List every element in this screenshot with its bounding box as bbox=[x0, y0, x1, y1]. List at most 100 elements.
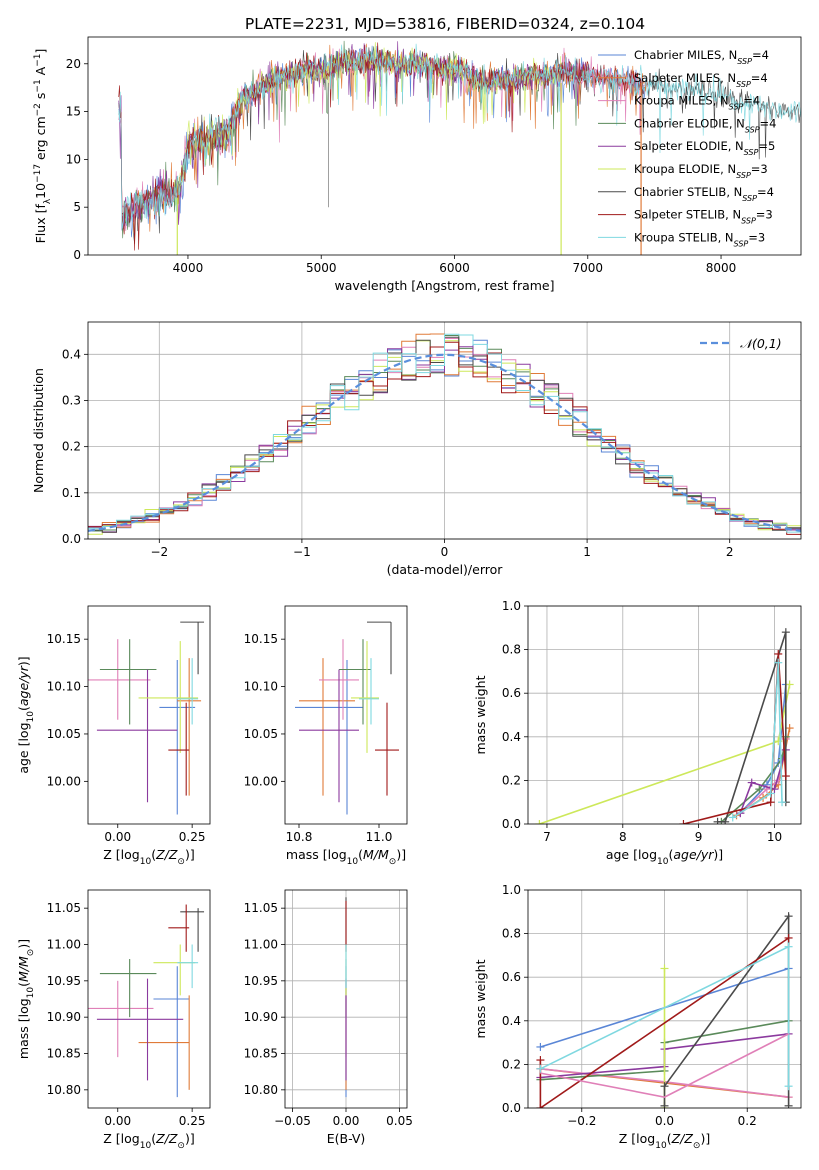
x-tick-label: −1 bbox=[293, 545, 311, 559]
y-tick-label: 10.10 bbox=[47, 680, 81, 694]
x-tick-label: 10 bbox=[767, 830, 782, 844]
legend-entry: Chabrier ELODIE, NSSP=4 bbox=[634, 116, 776, 133]
axes-frame bbox=[284, 605, 408, 825]
x-tick-label: −0.2 bbox=[567, 1114, 596, 1128]
x-axis-label: E(B-V) bbox=[327, 1131, 366, 1146]
y-tick-label: 10.05 bbox=[47, 727, 81, 741]
panel-spectrum: 4000 5000 6000 7000 8000 0 5 10 15 20 wavelength [… bbox=[33, 36, 802, 293]
plot-area bbox=[118, 40, 801, 255]
legend-entry: Salpeter MILES, NSSP=4 bbox=[634, 71, 768, 89]
y-tick-label: 0.3 bbox=[62, 393, 81, 407]
y-tick-label: 0.0 bbox=[62, 532, 81, 546]
y-tick-label: 10 bbox=[66, 152, 81, 166]
legend: Chabrier MILES, NSSP=4 Salpeter MILES, NS… bbox=[598, 48, 776, 248]
y-tick-label: 15 bbox=[66, 105, 81, 119]
figure-title: PLATE=2231, MJD=53816, FIBERID=0324, z=0… bbox=[245, 15, 645, 33]
x-tick-label: 8 bbox=[619, 830, 627, 844]
legend-entry: Kroupa STELIB, NSSP=3 bbox=[634, 230, 765, 248]
axes-frame bbox=[284, 889, 408, 1109]
x-tick-label: 0.25 bbox=[179, 1114, 206, 1128]
x-tick-label: −0.05 bbox=[274, 1114, 311, 1128]
weight-series bbox=[732, 662, 783, 819]
panel-mass_vs_ebv: −0.05 0.00 0.05 10.80 10.85 10.90 10.95 11.00 11… bbox=[244, 889, 413, 1146]
x-tick-label: −2 bbox=[150, 545, 168, 559]
legend-entry: Chabrier MILES, NSSP=4 bbox=[634, 48, 769, 66]
weight-series bbox=[717, 631, 787, 823]
y-tick-label: 1.0 bbox=[502, 599, 521, 613]
axes-frame bbox=[87, 36, 802, 256]
legend-entry: Chabrier STELIB, NSSP=4 bbox=[634, 185, 774, 203]
axes-frame bbox=[527, 605, 802, 825]
x-tick-label: 0.00 bbox=[333, 1114, 360, 1128]
y-tick-label: 11.00 bbox=[244, 938, 278, 952]
y-tick-label: 10.90 bbox=[244, 1010, 278, 1024]
y-axis-label: Flux [fλ10−17 erg cm−2 s−1 A−1] bbox=[33, 49, 53, 244]
y-tick-label: 0.4 bbox=[502, 730, 521, 744]
weight-series bbox=[739, 749, 787, 814]
y-tick-label: 0.8 bbox=[502, 927, 521, 941]
y-tick-label: 11.05 bbox=[47, 901, 81, 915]
y-tick-label: 0.6 bbox=[502, 686, 521, 700]
y-tick-label: 10.95 bbox=[47, 974, 81, 988]
plot-area bbox=[535, 628, 794, 824]
y-tick-label: 0.2 bbox=[502, 773, 521, 787]
plot-area bbox=[88, 621, 205, 815]
legend-entry: 𝒩(0,1) bbox=[740, 336, 782, 351]
y-tick-label: 11.05 bbox=[244, 901, 278, 915]
legend-entry: Kroupa ELODIE, NSSP=3 bbox=[634, 162, 768, 180]
y-tick-label: 0.0 bbox=[502, 1101, 521, 1115]
x-tick-label: 8000 bbox=[706, 261, 737, 275]
y-tick-label: 5 bbox=[73, 200, 81, 214]
x-tick-label: 4000 bbox=[173, 261, 204, 275]
x-tick-label: 0 bbox=[441, 545, 449, 559]
panel-residuals: −2 −1 0 1 2 0.0 0.1 0.2 0.3 0.4 (data-model)/error… bbox=[31, 321, 802, 577]
y-tick-label: 10.00 bbox=[47, 774, 81, 788]
x-axis-label: Z [log10(Z/Z⊙)] bbox=[103, 1131, 194, 1151]
y-tick-label: 10.80 bbox=[244, 1083, 278, 1097]
y-tick-label: 10.80 bbox=[47, 1083, 81, 1097]
axes-frame bbox=[87, 889, 211, 1109]
x-axis-label: mass [log10(M/M⊙)] bbox=[286, 847, 406, 867]
x-tick-label: 0.25 bbox=[179, 830, 206, 844]
plot-area bbox=[536, 912, 793, 1108]
axes-frame bbox=[87, 605, 211, 825]
y-axis-label: mass [log10(M/M⊙)] bbox=[16, 939, 36, 1059]
legend-entry: Salpeter ELODIE, NSSP=5 bbox=[634, 139, 775, 157]
y-axis-label: mass weight bbox=[473, 675, 488, 754]
x-tick-label: 2 bbox=[726, 545, 734, 559]
x-tick-label: 7 bbox=[543, 830, 551, 844]
x-axis-label: wavelength [Angstrom, rest frame] bbox=[334, 278, 554, 293]
y-tick-label: 10.15 bbox=[47, 632, 81, 646]
y-tick-label: 0.2 bbox=[502, 1057, 521, 1071]
y-tick-label: 0.6 bbox=[502, 970, 521, 984]
x-tick-label: 6000 bbox=[439, 261, 470, 275]
y-tick-label: 0 bbox=[73, 248, 81, 262]
y-axis-label: mass weight bbox=[473, 959, 488, 1038]
y-tick-label: 1.0 bbox=[502, 883, 521, 897]
x-tick-label: 0.00 bbox=[104, 1114, 131, 1128]
weight-series bbox=[539, 937, 790, 1108]
y-tick-label: 10.90 bbox=[47, 1010, 81, 1024]
y-tick-label: 0.8 bbox=[502, 643, 521, 657]
histogram-series bbox=[88, 333, 801, 533]
x-tick-label: 0.05 bbox=[386, 1114, 413, 1128]
x-tick-label: 0.2 bbox=[738, 1114, 757, 1128]
x-tick-label: 1 bbox=[583, 545, 591, 559]
y-tick-label: 0.4 bbox=[62, 347, 81, 361]
x-axis-label: Z [log10(Z/Z⊙)] bbox=[103, 847, 194, 867]
weight-series bbox=[540, 1033, 789, 1098]
y-tick-label: 10.85 bbox=[244, 1047, 278, 1061]
y-tick-label: 20 bbox=[66, 57, 81, 71]
y-tick-label: 10.95 bbox=[244, 974, 278, 988]
y-tick-label: 10.00 bbox=[244, 774, 278, 788]
y-tick-label: 10.10 bbox=[244, 680, 278, 694]
legend-entry: Kroupa MILES, NSSP=4 bbox=[634, 94, 760, 112]
panel-weight_vs_age: 7 8 9 10 0.0 0.2 0.4 0.6 0.8 1.0 age [log10(age/yr… bbox=[473, 599, 802, 867]
x-tick-label: 5000 bbox=[306, 261, 337, 275]
x-axis-label: (data-model)/error bbox=[387, 562, 504, 577]
plot-area bbox=[295, 621, 399, 815]
y-axis-label: Normed distribution bbox=[31, 368, 46, 493]
x-tick-label: 10.8 bbox=[286, 830, 313, 844]
y-tick-label: 0.2 bbox=[62, 440, 81, 454]
x-tick-label: 9 bbox=[695, 830, 703, 844]
